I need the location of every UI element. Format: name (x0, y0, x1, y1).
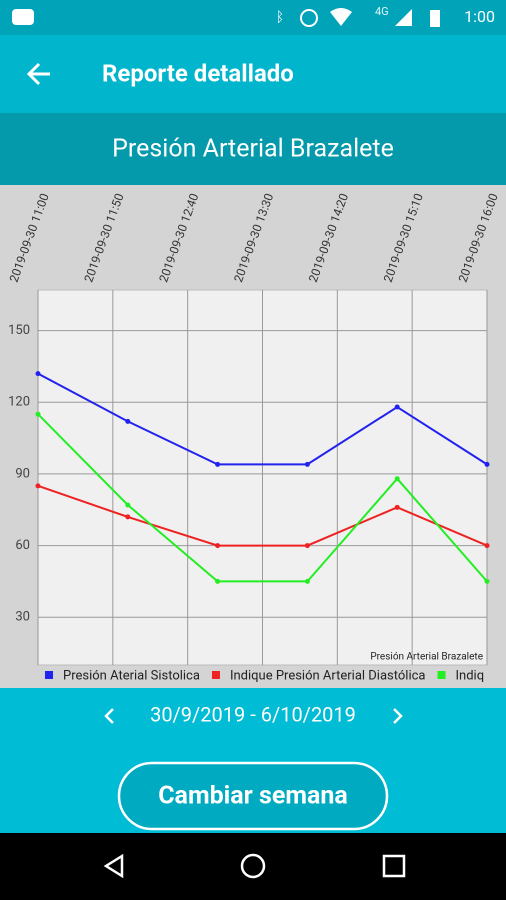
data-point (304, 461, 310, 467)
data-point (215, 578, 221, 584)
series-line (37, 484, 488, 547)
nav-recents[interactable] (382, 854, 406, 878)
y-tick-label: 60 (15, 538, 30, 553)
data-point (394, 404, 400, 410)
alarm-icon (300, 9, 318, 27)
legend-label: Indique Presión Arterial Diastólica (230, 668, 426, 683)
signal-icon (395, 9, 412, 26)
data-point (394, 504, 400, 510)
series-line (37, 372, 488, 466)
chart-annotation: Presión Arterial Brazalete (370, 652, 483, 663)
bluetooth-icon: ᛒ (276, 10, 284, 26)
data-point (35, 483, 41, 489)
data-point (484, 543, 490, 549)
data-point (394, 476, 400, 482)
nav-bar (0, 833, 506, 900)
y-tick-label: 30 (15, 610, 30, 625)
next-week[interactable] (393, 708, 403, 724)
android-icon (12, 9, 34, 25)
back-button[interactable] (26, 62, 50, 86)
data-point (484, 578, 490, 584)
data-point (125, 502, 131, 508)
legend-label: Indiq (456, 668, 485, 683)
nav-home[interactable] (240, 853, 266, 879)
y-tick-label: 90 (15, 466, 30, 481)
legend-swatch (211, 671, 220, 679)
button-label: Cambiar semana (158, 782, 348, 811)
status-bar (0, 0, 506, 35)
change-week-button[interactable] (117, 761, 389, 831)
nav-back[interactable] (103, 853, 124, 879)
data-point (484, 461, 490, 467)
legend-label: Presión Aterial Sistolica (63, 668, 200, 683)
data-point (304, 543, 310, 549)
week-range: 30/9/2019 - 6/10/2019 (150, 702, 356, 726)
network-label: 4G (375, 5, 389, 18)
data-point (35, 411, 41, 417)
y-tick-label: 150 (8, 323, 30, 338)
series-line (37, 413, 488, 583)
legend-swatch (45, 671, 53, 679)
data-point (35, 371, 41, 377)
data-point (215, 461, 221, 467)
data-point (215, 543, 221, 549)
subtitle-bar (0, 113, 506, 185)
data-point (304, 578, 310, 584)
wifi-icon (330, 8, 352, 26)
legend-swatch (437, 671, 446, 679)
clock: 1:00 (464, 7, 495, 26)
data-point (125, 418, 131, 424)
prev-week[interactable] (104, 708, 114, 724)
y-tick-label: 120 (8, 395, 30, 410)
app-title: Reporte detallado (102, 59, 294, 87)
battery-icon (430, 10, 440, 27)
app-bar (0, 35, 506, 113)
data-point (125, 514, 131, 520)
subtitle: Presión Arterial Brazalete (112, 135, 394, 164)
